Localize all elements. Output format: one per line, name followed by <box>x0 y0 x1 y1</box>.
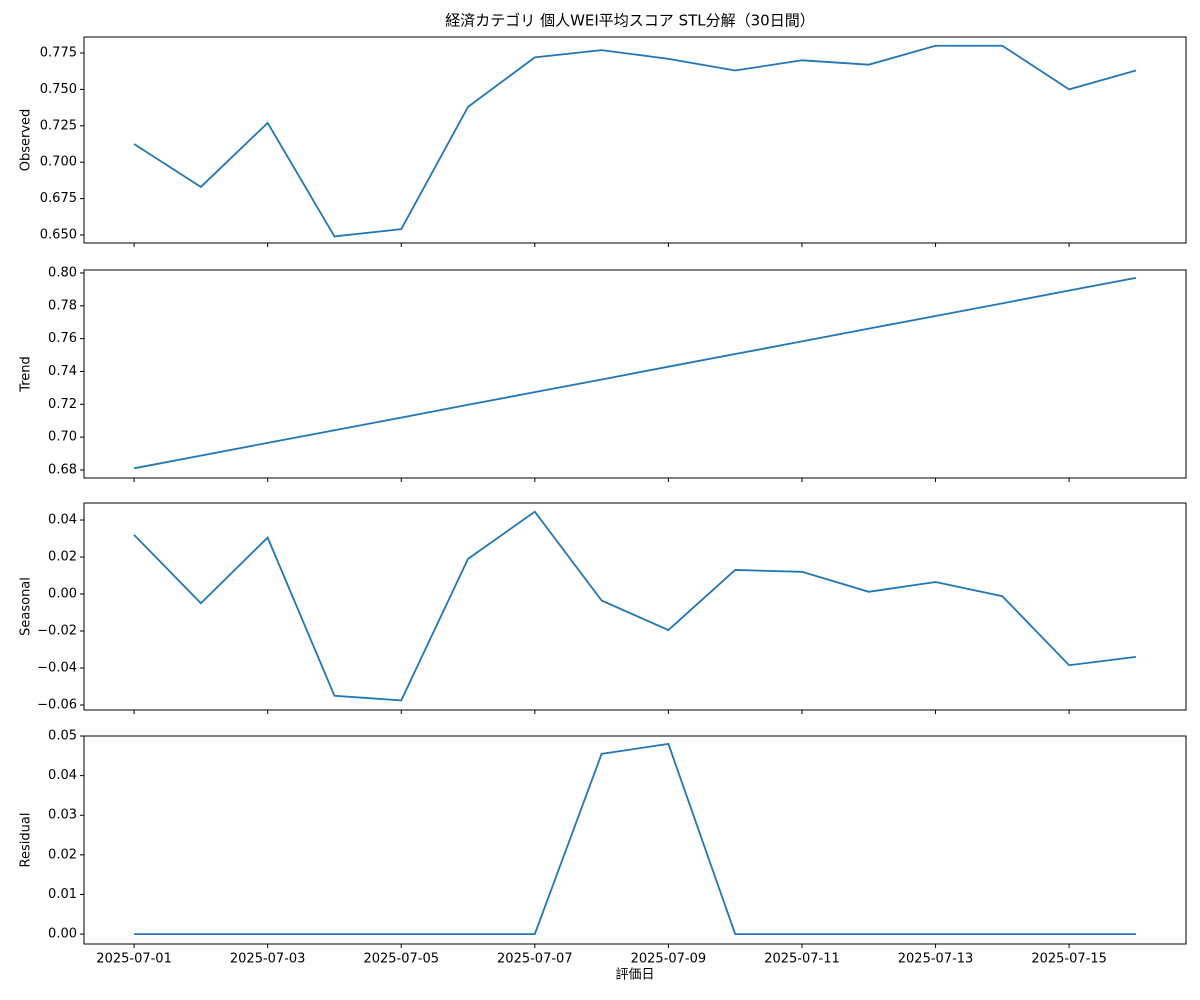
y-tick-label: 0.03 <box>48 808 77 823</box>
y-axis-label: Seasonal <box>19 577 34 636</box>
data-line <box>134 742 1136 935</box>
y-tick-label: 0.675 <box>40 191 77 206</box>
x-tick-label: 2025-07-15 <box>1031 952 1107 967</box>
x-tick-label: 2025-07-13 <box>898 952 974 967</box>
y-tick-label: 0.70 <box>48 430 77 445</box>
y-axis-label: Trend <box>19 356 34 393</box>
x-tick-label: 2025-07-03 <box>230 952 306 967</box>
y-tick-label: 0.78 <box>48 298 77 313</box>
y-tick-label: −0.04 <box>37 661 77 676</box>
y-tick-label: 0.02 <box>48 550 77 565</box>
y-tick-label: −0.06 <box>37 698 77 713</box>
axes-frame <box>83 36 1187 244</box>
y-tick-label: 0.775 <box>40 46 77 61</box>
y-tick-label: 0.00 <box>48 927 77 942</box>
y-tick-label: 0.72 <box>48 397 77 412</box>
y-tick-label: 0.80 <box>48 265 77 280</box>
y-tick-label: 0.02 <box>48 847 77 862</box>
data-line <box>133 276 1137 470</box>
y-tick-label: 0.04 <box>48 768 77 783</box>
y-tick-label: 0.650 <box>40 227 77 242</box>
x-tick-label: 2025-07-07 <box>497 952 573 967</box>
y-axis-label: Residual <box>19 813 34 868</box>
y-tick-label: 0.74 <box>48 364 77 379</box>
y-tick-label: 0.725 <box>40 118 77 133</box>
data-line <box>133 44 1137 238</box>
chart-title: 経済カテゴリ 個人WEI平均スコア STL分解（30日間） <box>445 12 814 30</box>
axes-frame <box>83 269 1187 479</box>
data-line <box>133 510 1137 702</box>
y-tick-label: −0.02 <box>37 624 77 639</box>
x-tick-label: 2025-07-01 <box>96 952 172 967</box>
y-tick-label: 0.00 <box>48 587 77 602</box>
y-axis-label: Observed <box>19 109 34 172</box>
y-tick-label: 0.750 <box>40 82 77 97</box>
y-tick-label: 0.04 <box>48 513 77 528</box>
y-tick-label: 0.700 <box>40 155 77 170</box>
y-tick-label: 0.76 <box>48 331 77 346</box>
x-axis-label: 評価日 <box>615 968 654 983</box>
x-tick-label: 2025-07-11 <box>764 952 840 967</box>
axes-frame <box>83 735 1187 945</box>
y-tick-label: 0.05 <box>48 729 77 744</box>
axes-frame <box>83 502 1187 711</box>
x-tick-label: 2025-07-09 <box>631 952 707 967</box>
y-tick-label: 0.68 <box>48 462 77 477</box>
x-tick-label: 2025-07-05 <box>363 952 439 967</box>
y-tick-label: 0.01 <box>48 887 77 902</box>
